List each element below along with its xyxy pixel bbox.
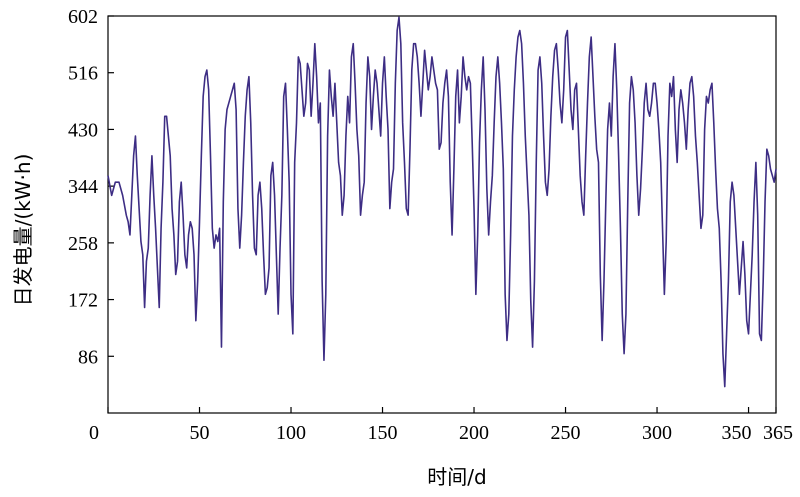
series-layer: [107, 16, 777, 388]
x-tick-label: 50: [190, 422, 210, 444]
y-tick-label: 172: [68, 290, 98, 312]
x-axis-ticks: 0 50 100 150 200 250 300 350 365: [89, 407, 793, 444]
series-line: [107, 16, 777, 388]
x-tick-label: 100: [276, 422, 306, 444]
y-tick-label: 344: [68, 176, 98, 198]
y-tick-label: 430: [68, 119, 98, 141]
x-tick-label: 350: [722, 422, 752, 444]
x-tick-label: 300: [642, 422, 672, 444]
plot-frame: [107, 15, 777, 414]
x-tick-label: 200: [459, 422, 489, 444]
x-tick-label: 150: [368, 422, 398, 444]
y-tick-label: 602: [68, 6, 98, 28]
y-tick-label: 516: [68, 63, 98, 85]
x-axis-title: 时间/d: [427, 465, 486, 489]
y-tick-label: 86: [78, 346, 98, 368]
x-tick-label: 0: [89, 422, 99, 444]
y-axis-title: 日发电量/(kW·h): [11, 154, 35, 307]
x-tick-label: 365: [763, 422, 793, 444]
plot-border: [107, 15, 777, 414]
y-tick-label: 258: [68, 233, 98, 255]
x-tick-label: 250: [551, 422, 581, 444]
y-axis-ticks: 86 172 258 344 430 516 602: [68, 6, 114, 368]
